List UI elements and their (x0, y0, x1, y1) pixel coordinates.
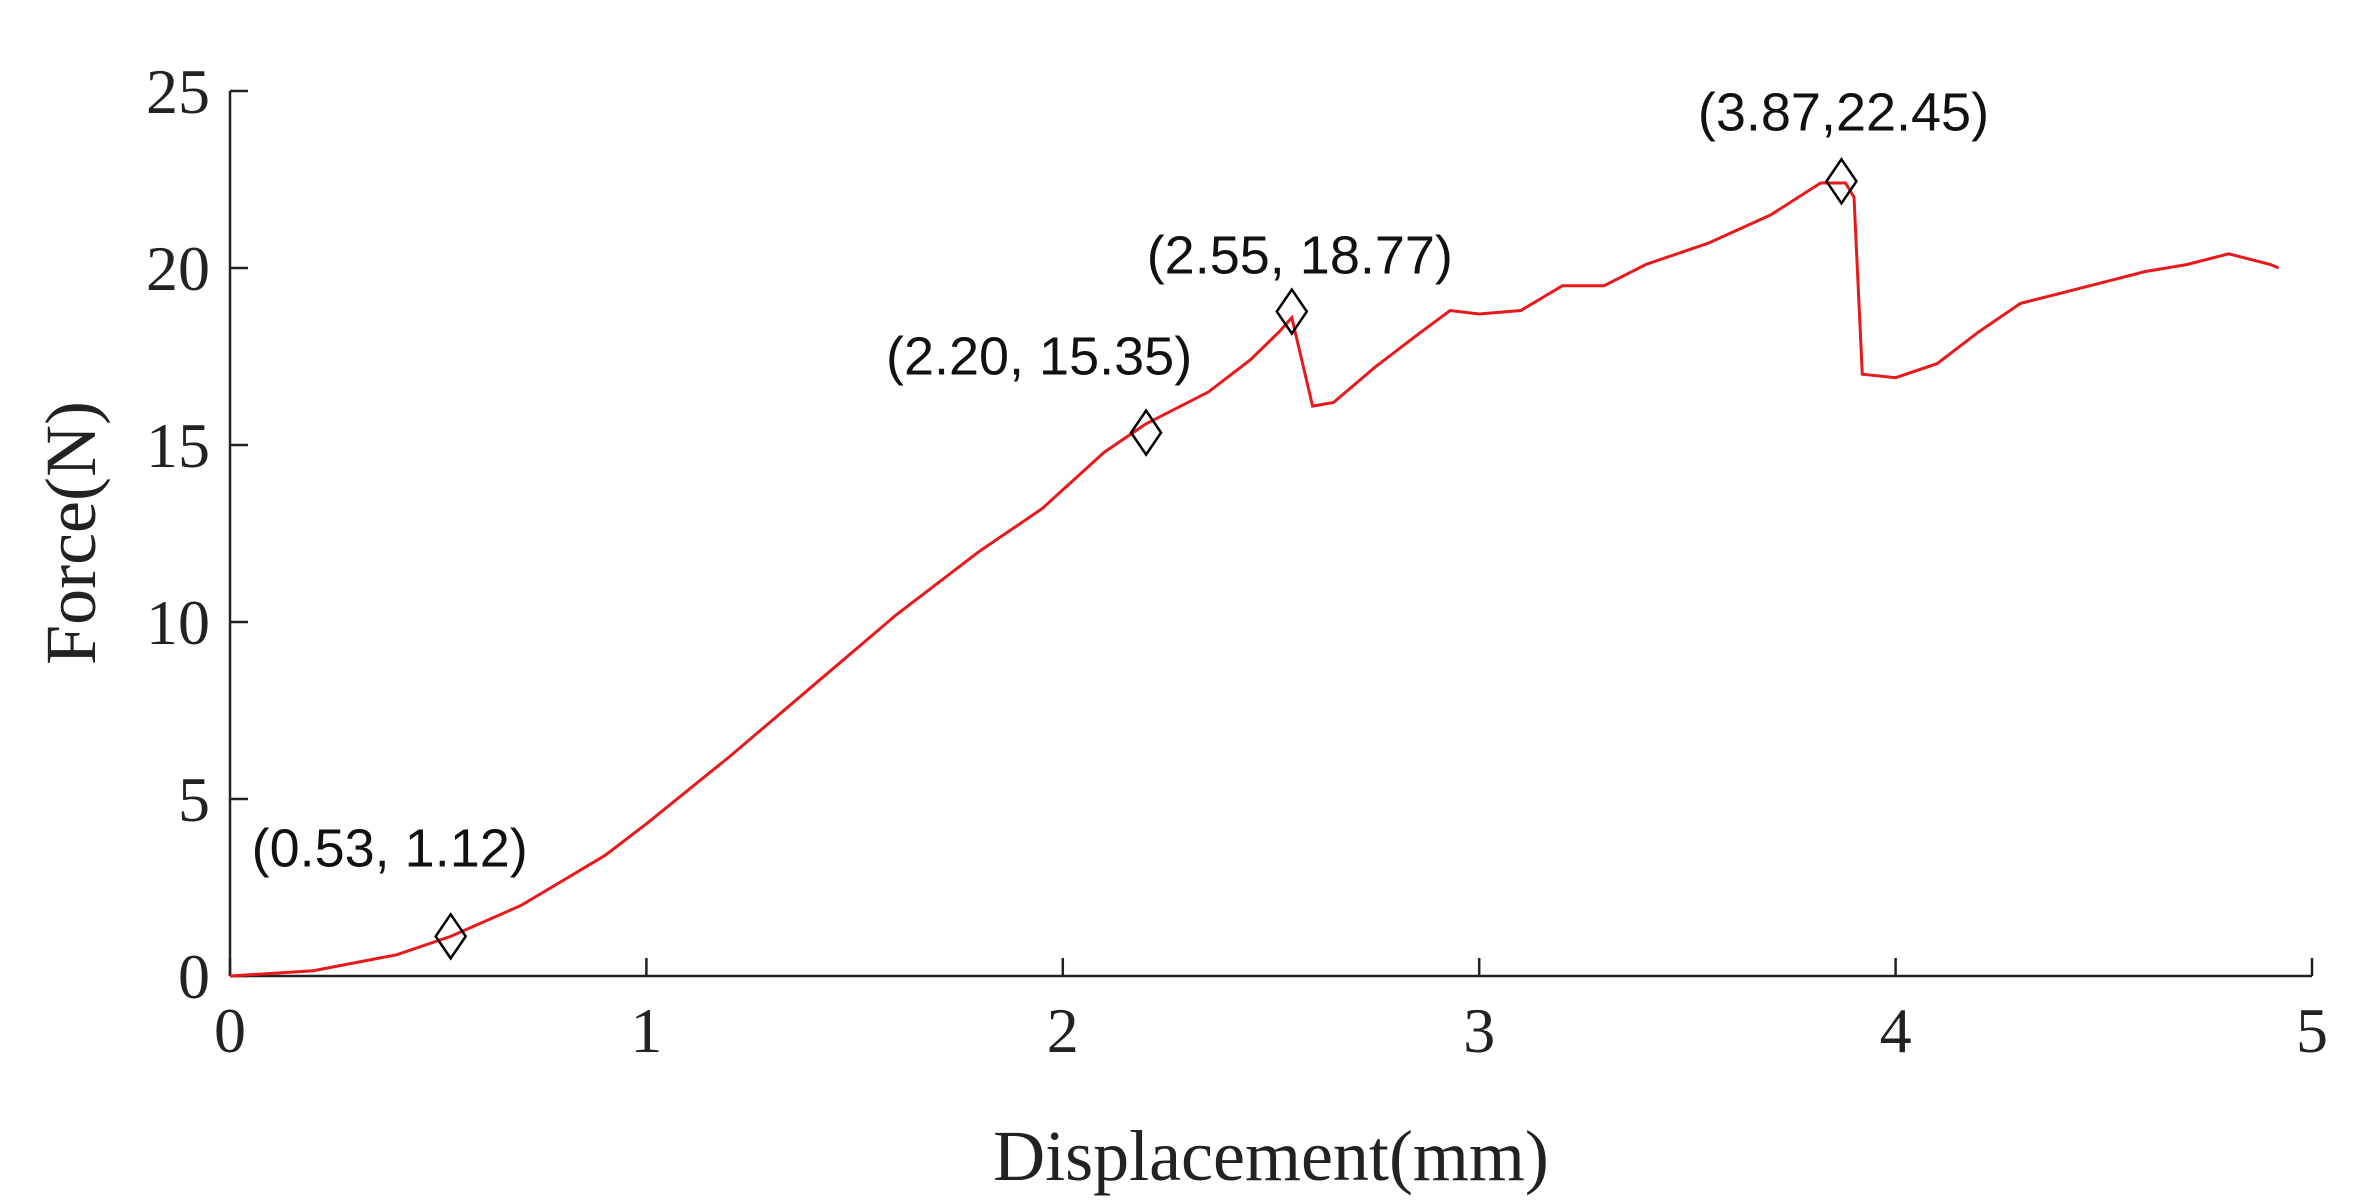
annotation: (3.87,22.45) (1698, 82, 1989, 142)
y-tick-label: 5 (178, 764, 210, 835)
annotation: (2.55, 18.77) (1147, 226, 1453, 286)
y-tick-label: 20 (146, 233, 210, 304)
y-tick-label: 0 (178, 941, 210, 1012)
x-tick-label: 0 (214, 995, 246, 1066)
x-tick-label: 4 (1880, 995, 1912, 1066)
annotation: (0.53, 1.12) (252, 818, 528, 878)
x-tick-label: 5 (2296, 995, 2328, 1066)
x-tick-label: 1 (630, 995, 662, 1066)
marker (434, 912, 468, 961)
y-tick-label: 15 (146, 410, 210, 481)
x-axis-label: Displacement(mm) (993, 1116, 1549, 1196)
line (229, 181, 2280, 978)
marker (1275, 287, 1309, 336)
annotation: (2.20, 15.35) (886, 327, 1192, 387)
marker (1824, 157, 1858, 206)
y-axis-label: Force(N) (31, 401, 111, 665)
marker (1129, 408, 1163, 457)
y-tick-label: 10 (146, 587, 210, 658)
x-tick-label: 2 (1047, 995, 1079, 1066)
x-tick-label: 3 (1463, 995, 1495, 1066)
y-tick-label: 25 (146, 56, 210, 127)
